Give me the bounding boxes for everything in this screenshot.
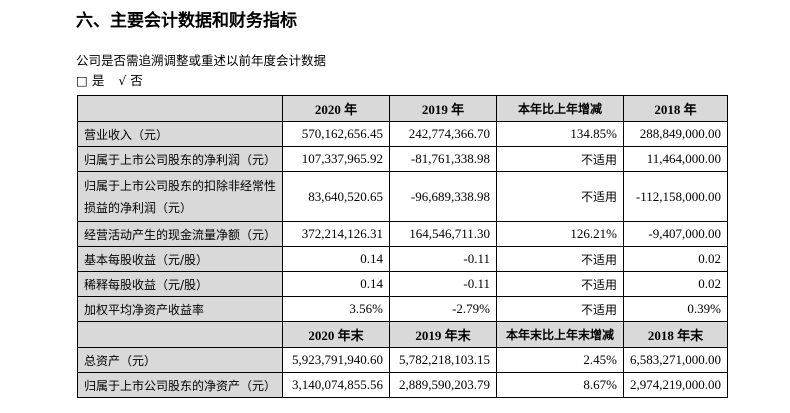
cell-value: 6,583,271,000.00 (623, 347, 729, 373)
cell-value: 2,889,590,203.79 (389, 372, 498, 398)
cell-value: -96,689,338.98 (389, 171, 498, 222)
cell-value: -81,761,338.98 (389, 146, 498, 172)
table-row: 基本每股收益（元/股） 0.14 -0.11 不适用 0.02 (76, 246, 729, 272)
column-header (76, 95, 284, 122)
column-header (76, 321, 284, 348)
row-label: 总资产（元） (76, 347, 284, 373)
option-yes: 是 (91, 73, 105, 88)
cell-value: 134.85% (496, 121, 625, 147)
table-row: 归属于上市公司股东的净利润（元） 107,337,965.92 -81,761,33… (76, 146, 729, 172)
cell-value: 不适用 (496, 271, 625, 297)
row-label: 加权平均净资产收益率 (76, 296, 284, 322)
cell-value: 不适用 (496, 246, 625, 272)
column-header: 本年比上年增减 (496, 95, 625, 122)
checkbox-icon: □ (76, 73, 88, 88)
table-row: 稀释每股收益（元/股） 0.14 -0.11 不适用 0.02 (76, 271, 729, 297)
cell-value: 不适用 (496, 296, 625, 322)
cell-value: 107,337,965.92 (282, 146, 391, 172)
cell-value: 3.56% (282, 296, 391, 322)
column-header: 本年末比上年末增减 (496, 321, 625, 348)
cell-value: 11,464,000.00 (623, 146, 729, 172)
cell-value: -0.11 (389, 271, 498, 297)
header-row: 2020 年末 2019 年末 本年末比上年末增减 2018 年末 (76, 321, 729, 348)
cell-value: 570,162,656.45 (282, 121, 391, 147)
restatement-options: □ 是 √ 否 (76, 70, 147, 89)
table-row: 经营活动产生的现金流量净额（元） 372,214,126.31 164,546,71… (76, 221, 729, 247)
cell-value: 2.45% (496, 347, 625, 373)
table-row: 归属于上市公司股东的扣除非经常性损益的净利润（元） 83,640,520.65 -9… (76, 171, 729, 222)
option-no: 否 (130, 73, 143, 88)
row-label: 营业收入（元） (76, 121, 284, 147)
column-header: 2018 年末 (623, 321, 729, 348)
cell-value: 3,140,074,855.56 (282, 372, 391, 398)
cell-value: 164,546,711.30 (389, 221, 498, 247)
row-label: 基本每股收益（元/股） (76, 246, 284, 272)
column-header: 2020 年 (282, 95, 391, 122)
column-header: 2020 年末 (282, 321, 391, 348)
column-header: 2019 年 (389, 95, 498, 122)
cell-value: 288,849,000.00 (623, 121, 729, 147)
table-row: 营业收入（元） 570,162,656.45 242,774,366.70 134.8… (76, 121, 729, 147)
cell-value: 0.02 (623, 271, 729, 297)
row-label: 归属于上市公司股东的扣除非经常性损益的净利润（元） (76, 171, 284, 222)
cell-value: 5,782,218,103.15 (389, 347, 498, 373)
cell-value: 372,214,126.31 (282, 221, 391, 247)
cell-value: -2.79% (389, 296, 498, 322)
table-row: 加权平均净资产收益率 3.56% -2.79% 不适用 0.39% (76, 296, 729, 322)
row-label: 归属于上市公司股东的净资产（元） (76, 372, 284, 398)
header-row: 2020 年 2019 年本年比上年增减 2018 年 (76, 95, 729, 122)
restatement-question: 公司是否需追溯调整或重述以前年度会计数据 (76, 53, 327, 68)
cell-value: 242,774,366.70 (389, 121, 498, 147)
cell-value: -0.11 (389, 246, 498, 272)
row-label: 归属于上市公司股东的净利润（元） (76, 146, 284, 172)
table-row: 归属于上市公司股东的净资产（元） 3,140,074,855.56 2,889,59… (76, 372, 729, 398)
checkmark-icon: √ (118, 73, 127, 88)
row-label: 经营活动产生的现金流量净额（元） (76, 221, 284, 247)
cell-value: 0.14 (282, 271, 391, 297)
cell-value: 83,640,520.65 (282, 171, 391, 222)
row-label: 稀释每股收益（元/股） (76, 271, 284, 297)
cell-value: 2,974,219,000.00 (623, 372, 729, 398)
cell-value: -112,158,000.00 (623, 171, 729, 222)
cell-value: -9,407,000.00 (623, 221, 729, 247)
column-header: 2018 年 (623, 95, 729, 122)
cell-value: 0.02 (623, 246, 729, 272)
section-title: 六、主要会计数据和财务指标 (76, 11, 297, 31)
cell-value: 不适用 (496, 171, 625, 222)
cell-value: 不适用 (496, 146, 625, 172)
cell-value: 126.21% (496, 221, 625, 247)
table-row: 总资产（元） 5,923,791,940.60 5,782,218,103.15 2.… (76, 347, 729, 373)
column-header: 2019 年末 (389, 321, 498, 348)
cell-value: 5,923,791,940.60 (282, 347, 391, 373)
cell-value: 8.67% (496, 372, 625, 398)
cell-value: 0.14 (282, 246, 391, 272)
financial-indicators-table: 2020 年 2019 年本年比上年增减 2018 年营业收入（元） 570,162,… (76, 95, 729, 398)
cell-value: 0.39% (623, 296, 729, 322)
